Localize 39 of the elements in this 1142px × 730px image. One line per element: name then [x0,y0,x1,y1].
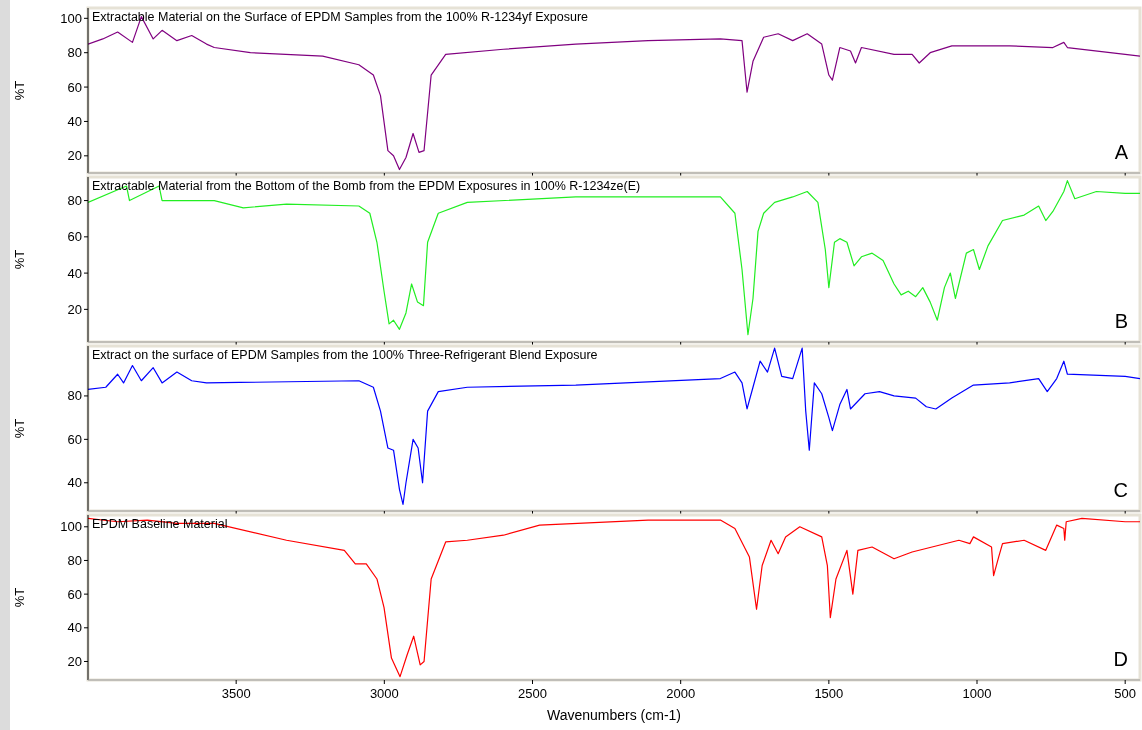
y-tick-label: 40 [67,475,82,491]
annotation: A [1114,141,1129,163]
annotation: B [1114,310,1128,332]
y-axis-title: %T [12,80,27,101]
x-tick-label: 2500 [518,686,547,701]
y-tick-label: 60 [67,586,82,602]
y-tick-label: 60 [67,79,82,95]
y-tick-label: 80 [67,388,82,404]
line-series [88,517,1140,678]
y-axis-title: %T [12,418,27,439]
y-tick-label: 80 [67,553,82,569]
line-series [88,180,1140,336]
x-tick-label: 1000 [962,686,992,701]
x-tick-label: 500 [1114,686,1137,701]
x-tick-label: 3000 [369,686,399,701]
y-tick-label: 80 [67,193,82,209]
y-tick-label: 60 [67,229,82,245]
chart-title: Extractable Material from the Bottom of the Bomb from the EPDM Exposures in 100% R-1234ze(E) [92,179,641,193]
y-tick-label: 100 [60,10,82,26]
y-tick-label: 60 [67,431,82,447]
x-tick-label: 3500 [221,686,251,701]
y-tick-label: 20 [67,148,82,164]
chart-title: Extract on the surface of EPDM Samples from the 100% Three-Refrigerant Blend Exposure [92,348,598,362]
y-tick-label: 20 [67,654,82,670]
line-series [88,347,1140,506]
y-tick-label: 80 [67,45,82,61]
annotation: C [1113,479,1128,501]
y-tick-label: 100 [60,519,82,535]
y-tick-label: 20 [67,301,82,317]
y-axis-title: %T [12,587,27,608]
y-tick-label: 40 [67,113,82,129]
x-tick-label: 2000 [666,686,696,701]
y-axis-title: %T [12,249,27,270]
x-axis-title: Wavenumbers (cm-1) [546,707,682,723]
y-tick-label: 40 [67,265,82,281]
y-tick-label: 40 [67,620,82,636]
annotation: D [1113,648,1128,670]
x-tick-label: 1500 [814,686,844,701]
chart-title: Extractable Material on the Surface of EPDM Samples from the 100% R-1234yf Exposure [92,10,589,24]
